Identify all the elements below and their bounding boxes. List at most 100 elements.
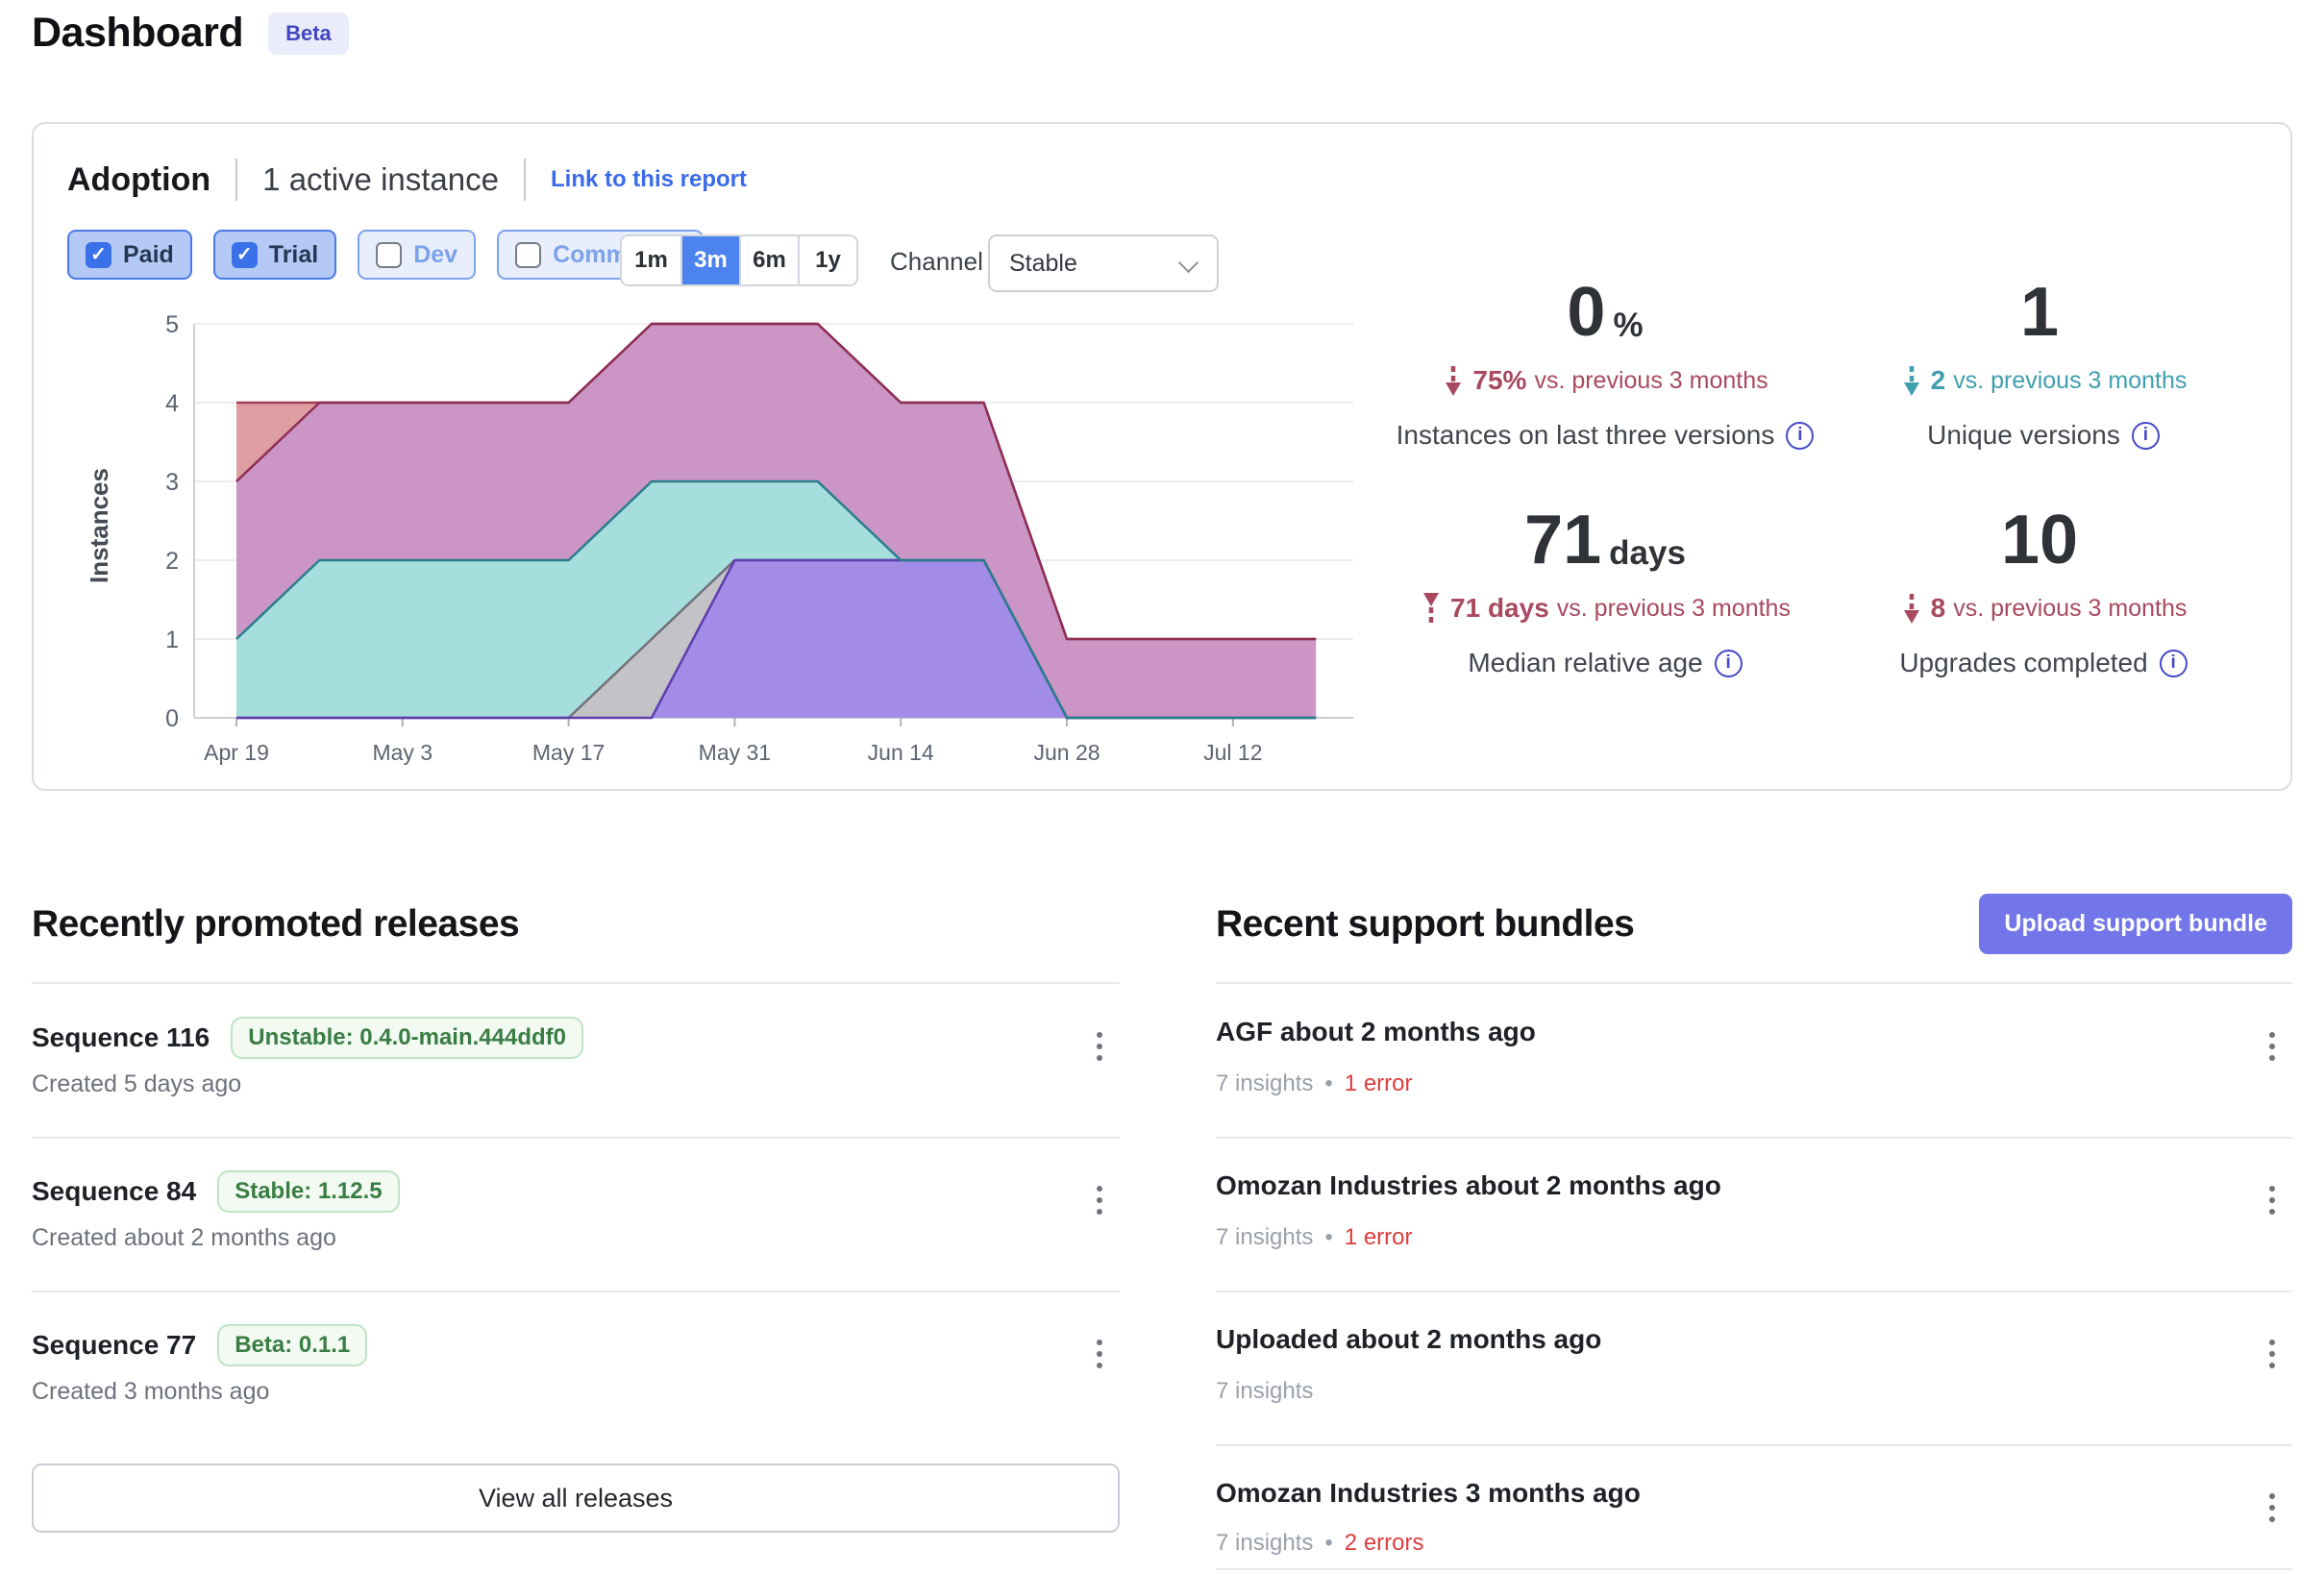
info-icon[interactable]: i bbox=[2159, 649, 2188, 677]
range-1m[interactable]: 1m bbox=[622, 236, 680, 284]
page-header: Dashboard Beta bbox=[32, 10, 349, 57]
bundle-title[interactable]: Omozan Industries about 2 months ago bbox=[1216, 1170, 1721, 1200]
page-title: Dashboard bbox=[32, 10, 244, 56]
stat-label-row: Median relative age i bbox=[1468, 648, 1743, 678]
error-count: 1 error bbox=[1344, 1070, 1413, 1096]
filter-chip-dev[interactable]: ✓ Dev bbox=[358, 230, 477, 280]
bundle-title[interactable]: AGF about 2 months ago bbox=[1216, 1017, 1536, 1046]
range-6m[interactable]: 6m bbox=[739, 236, 798, 284]
filter-chip-trial[interactable]: ✓ Trial bbox=[212, 230, 337, 280]
release-channel-badge: Unstable: 0.4.0-main.444ddf0 bbox=[231, 1017, 584, 1059]
view-all-releases-button[interactable]: View all releases bbox=[32, 1463, 1120, 1533]
stat-value: 71 days bbox=[1524, 505, 1686, 575]
time-range-selector: 1m 3m 6m 1y bbox=[620, 234, 858, 286]
bundle-meta: 7 insights • 2 errors bbox=[1216, 1530, 1423, 1557]
stat-label: Median relative age bbox=[1468, 648, 1703, 677]
info-icon[interactable]: i bbox=[1714, 649, 1743, 677]
support-bundles-list: AGF about 2 months ago 7 insights • 1 er… bbox=[1216, 982, 2292, 1574]
link-to-report[interactable]: Link to this report bbox=[550, 166, 747, 192]
filter-chip-label: Dev bbox=[413, 240, 458, 268]
beta-badge: Beta bbox=[268, 12, 349, 55]
stat-value: 10 bbox=[2001, 505, 2086, 575]
kebab-menu-button[interactable] bbox=[2263, 1488, 2281, 1528]
releases-heading: Recently promoted releases bbox=[32, 903, 520, 945]
vertical-divider bbox=[523, 159, 526, 201]
kebab-menu-button[interactable] bbox=[2263, 1334, 2281, 1374]
bundle-title[interactable]: Uploaded about 2 months ago bbox=[1216, 1324, 1602, 1354]
bundle-item-title-row: Omozan Industries about 2 months ago bbox=[1216, 1170, 1721, 1201]
divider bbox=[32, 1291, 1120, 1292]
error-count: 2 errors bbox=[1344, 1530, 1424, 1556]
divider bbox=[32, 982, 1120, 984]
range-3m[interactable]: 3m bbox=[680, 236, 739, 284]
kebab-menu-button[interactable] bbox=[2263, 1180, 2281, 1220]
kebab-menu-button[interactable] bbox=[1091, 1334, 1108, 1374]
svg-text:0: 0 bbox=[165, 705, 179, 732]
release-title[interactable]: Sequence 84 bbox=[32, 1176, 197, 1206]
delta-value: 71 days bbox=[1450, 593, 1549, 623]
svg-text:Jun 14: Jun 14 bbox=[868, 740, 934, 765]
insights-count: 7 insights bbox=[1216, 1070, 1314, 1096]
dot-separator: • bbox=[1324, 1530, 1333, 1556]
arrow-up-icon bbox=[1423, 593, 1440, 623]
active-instance-count: 1 active instance bbox=[262, 161, 499, 197]
chevron-down-icon bbox=[1177, 252, 1199, 274]
stat-label-row: Upgrades completed i bbox=[1899, 648, 2188, 678]
insights-count: 7 insights bbox=[1216, 1378, 1314, 1404]
check-icon: ✓ bbox=[235, 244, 253, 265]
stat-number: 71 bbox=[1524, 502, 1602, 578]
channel-selected-value: Stable bbox=[1009, 249, 1077, 277]
stat-delta: 8 vs. previous 3 months bbox=[1900, 592, 2188, 625]
bundles-heading: Recent support bundles bbox=[1216, 903, 1635, 945]
release-item-title-row: Sequence 84 Stable: 1.12.5 bbox=[32, 1170, 400, 1213]
upload-support-bundle-button[interactable]: Upload support bundle bbox=[1979, 894, 2292, 954]
filter-chip-paid[interactable]: ✓ Paid bbox=[67, 230, 192, 280]
checkbox-dev-icon: ✓ bbox=[376, 241, 403, 268]
stat-upgrades-completed: 10 8 vs. previous 3 months Upgrades comp… bbox=[1824, 496, 2262, 724]
info-icon[interactable]: i bbox=[2131, 421, 2160, 450]
channel-label: Channel bbox=[890, 247, 983, 276]
filter-chip-label: Trial bbox=[268, 240, 319, 268]
stat-value: 0 % bbox=[1567, 278, 1643, 347]
release-channel-badge: Beta: 0.1.1 bbox=[217, 1324, 368, 1366]
stat-label: Upgrades completed bbox=[1899, 648, 2148, 677]
license-filter-row: ✓ Paid ✓ Trial ✓ Dev ✓ Community bbox=[67, 230, 704, 280]
stat-delta: 2 vs. previous 3 months bbox=[1900, 364, 2187, 397]
release-channel-badge: Stable: 1.12.5 bbox=[217, 1170, 400, 1213]
delta-suffix: vs. previous 3 months bbox=[1556, 594, 1791, 622]
stat-label-row: Instances on last three versions i bbox=[1397, 420, 1815, 451]
divider bbox=[1216, 1444, 2292, 1446]
svg-text:May 3: May 3 bbox=[372, 740, 433, 765]
kebab-menu-button[interactable] bbox=[1091, 1026, 1108, 1067]
insights-count: 7 insights bbox=[1216, 1530, 1314, 1556]
error-count: 1 error bbox=[1344, 1224, 1413, 1250]
release-title[interactable]: Sequence 116 bbox=[32, 1022, 210, 1052]
delta-suffix: vs. previous 3 months bbox=[1953, 594, 2188, 622]
stat-number: 0 bbox=[1567, 274, 1606, 351]
delta-value: 8 bbox=[1930, 593, 1946, 623]
stat-instances-last-three-versions: 0 % 75% vs. previous 3 months Instances … bbox=[1386, 268, 1824, 496]
kebab-menu-button[interactable] bbox=[1091, 1180, 1108, 1220]
svg-text:Instances: Instances bbox=[85, 468, 113, 583]
stat-number: 1 bbox=[2019, 274, 2060, 351]
release-item-title-row: Sequence 116 Unstable: 0.4.0-main.444ddf… bbox=[32, 1017, 584, 1059]
svg-text:Apr 19: Apr 19 bbox=[204, 740, 269, 765]
info-icon[interactable]: i bbox=[1786, 421, 1815, 450]
range-1y[interactable]: 1y bbox=[798, 236, 856, 284]
delta-value: 2 bbox=[1930, 365, 1946, 395]
adoption-title: Adoption bbox=[67, 160, 211, 198]
kebab-menu-button[interactable] bbox=[2263, 1026, 2281, 1067]
svg-text:4: 4 bbox=[165, 390, 179, 417]
divider bbox=[1216, 1137, 2292, 1139]
svg-text:3: 3 bbox=[165, 469, 179, 496]
release-title[interactable]: Sequence 77 bbox=[32, 1330, 197, 1360]
svg-text:2: 2 bbox=[165, 548, 179, 575]
svg-text:Jul 12: Jul 12 bbox=[1203, 740, 1262, 765]
check-icon: ✓ bbox=[90, 244, 107, 265]
bundle-title[interactable]: Omozan Industries 3 months ago bbox=[1216, 1478, 1641, 1508]
divider bbox=[1216, 1291, 2292, 1292]
adoption-header: Adoption 1 active instance Link to this … bbox=[67, 159, 747, 201]
bundle-item-title-row: Omozan Industries 3 months ago bbox=[1216, 1478, 1641, 1509]
channel-select[interactable]: Stable bbox=[988, 234, 1219, 292]
vertical-divider bbox=[235, 159, 238, 201]
